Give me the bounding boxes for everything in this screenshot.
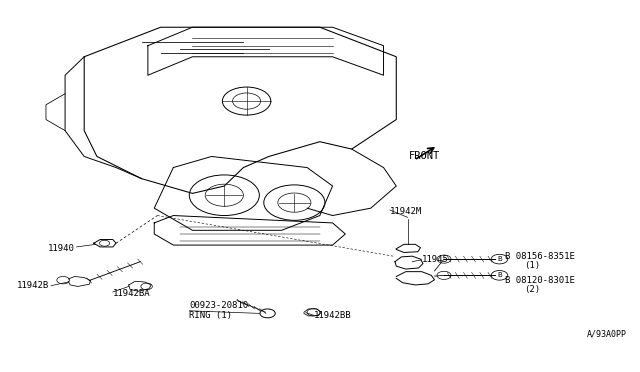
- Text: B 08120-8301E: B 08120-8301E: [504, 276, 575, 285]
- Text: 11942BB: 11942BB: [314, 311, 351, 320]
- Text: B 08156-8351E: B 08156-8351E: [504, 251, 575, 261]
- Text: 11942BA: 11942BA: [113, 289, 150, 298]
- Text: 11940: 11940: [48, 244, 75, 253]
- Text: 11942M: 11942M: [390, 207, 422, 217]
- Text: (2): (2): [524, 285, 540, 294]
- Text: 11945: 11945: [422, 255, 449, 264]
- Text: B: B: [497, 272, 502, 278]
- Text: FRONT: FRONT: [409, 151, 440, 161]
- Text: 00923-20810: 00923-20810: [189, 301, 248, 311]
- Text: A/93A0PP: A/93A0PP: [588, 329, 627, 338]
- Text: B: B: [497, 256, 502, 262]
- Text: (1): (1): [524, 261, 540, 270]
- Text: RING (1): RING (1): [189, 311, 232, 320]
- Text: 11942B: 11942B: [17, 281, 49, 290]
